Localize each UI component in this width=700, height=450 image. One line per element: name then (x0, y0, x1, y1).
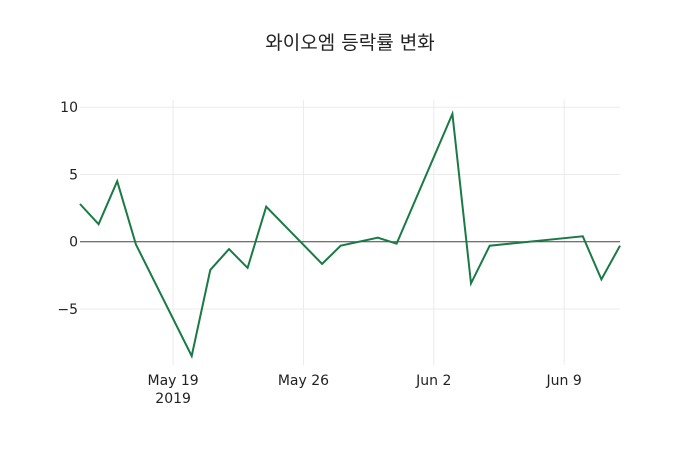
y-tick-label: 0 (69, 235, 78, 251)
y-tick-label: 5 (69, 167, 78, 183)
x-tick-label: Jun 9 (546, 373, 582, 389)
x-axis-ticks: May 19 2019 May 26 Jun 2 Jun 9 (147, 373, 581, 407)
x-tick-label: May 26 (278, 373, 329, 389)
gridlines (80, 100, 620, 365)
y-axis-ticks: 10 5 0 −5 (57, 100, 78, 318)
x-tick-label: May 19 (147, 373, 198, 389)
x-tick-label: Jun 2 (415, 373, 451, 389)
y-tick-label: −5 (57, 302, 78, 318)
series-line (79, 110, 621, 359)
x-tick-year-label: 2019 (155, 391, 191, 407)
y-tick-label: 10 (60, 100, 78, 116)
chart-title: 와이오엠 등락률 변화 (265, 32, 434, 54)
